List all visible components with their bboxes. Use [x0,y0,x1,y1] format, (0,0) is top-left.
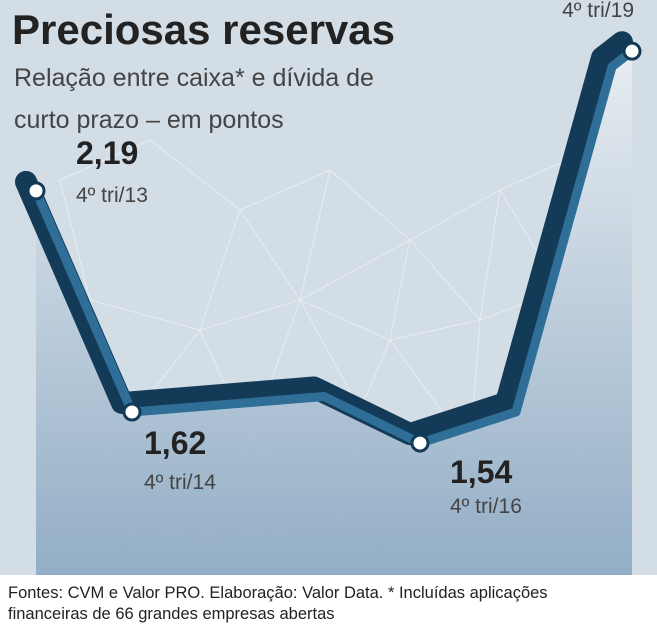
background-texture-line [389,239,411,341]
data-point-marker [622,41,642,61]
background-texture-line [299,299,361,411]
data-label-value: 1,62 [144,425,206,461]
series-line [31,46,637,448]
data-point-marker [410,433,430,453]
background-texture-line [409,189,501,241]
background-texture-line [299,299,391,341]
background-texture-line [149,139,241,211]
background-texture-line [199,209,241,331]
background-texture-line [299,239,411,301]
chart-subtitle-line-2: curto prazo – em pontos [14,106,284,134]
background-texture-line [89,299,201,331]
data-point-marker [122,402,142,422]
data-label-value: 2,19 [76,135,138,171]
footnote-background [0,575,657,629]
chart-subtitle-line-1: Relação entre caixa* e dívida de [14,64,374,92]
data-point-marker [26,181,46,201]
background-texture-line [479,189,501,321]
footnote-line-1: Fontes: CVM e Valor PRO. Elaboração: Val… [8,584,548,602]
footnote-line-2: financeiras de 66 grandes empresas abert… [8,605,335,623]
data-label-period: 4º tri/16 [450,495,522,518]
background-texture-line [59,139,151,181]
background-texture-line [389,319,481,341]
area-fill [36,51,632,575]
data-label-period: 4º tri/14 [144,471,216,494]
chart-title: Preciosas reservas [12,6,395,53]
background-texture-line [239,209,301,301]
data-label-period: 4º tri/19 [562,0,634,22]
background-texture-line [409,239,481,321]
background-texture-line [59,179,91,301]
background-texture-line [239,169,331,211]
background-texture-line [299,169,331,301]
data-label-period: 4º tri/13 [76,184,148,207]
background-texture-line [329,169,411,241]
background-texture-line [199,299,301,331]
background-texture-line [359,339,391,411]
data-label-value: 1,54 [450,454,512,490]
